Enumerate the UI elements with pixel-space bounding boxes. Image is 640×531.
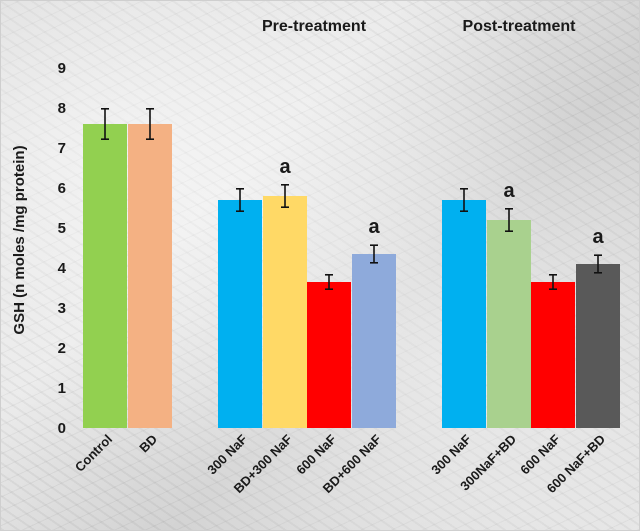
bar: [442, 200, 486, 428]
significance-mark: a: [279, 156, 291, 178]
y-axis-ticks: 0 1 2 3 4 5 6 7 8 9: [58, 60, 67, 437]
error-bars: [101, 108, 602, 291]
category-label: 600 NaF: [293, 431, 339, 477]
category-label: BD: [136, 432, 160, 456]
y-tick-label: 4: [58, 260, 67, 277]
y-tick-label: 9: [58, 60, 66, 77]
y-tick-label: 0: [58, 420, 66, 437]
y-tick-label: 5: [58, 220, 66, 237]
category-label: 300 NaF: [428, 431, 474, 477]
bar: [263, 196, 307, 428]
bar: [531, 282, 575, 428]
bar: [83, 124, 127, 428]
significance-mark: a: [368, 216, 380, 238]
category-label: 600 NaF: [517, 431, 563, 477]
y-tick-label: 1: [58, 380, 66, 397]
bar: [218, 200, 262, 428]
significance-annotations: a a a a: [279, 156, 604, 248]
bar: [487, 220, 531, 428]
bar: [576, 264, 620, 428]
y-tick-label: 7: [58, 140, 66, 157]
y-tick-label: 3: [58, 300, 66, 317]
y-axis-label: GSH (n moles /mg protein): [11, 145, 28, 334]
group-labels: Pre-treatment Post-treatment: [262, 18, 576, 35]
group-label: Pre-treatment: [262, 18, 367, 35]
bar: [352, 254, 396, 428]
bar: [128, 124, 172, 428]
y-axis-label-group: GSH (n moles /mg protein): [11, 145, 28, 334]
y-tick-label: 2: [58, 340, 66, 357]
significance-mark: a: [503, 180, 515, 202]
bar: [307, 282, 351, 428]
category-label: 300 NaF: [204, 431, 250, 477]
bars: [83, 124, 620, 428]
group-label: Post-treatment: [463, 18, 577, 35]
y-tick-label: 8: [58, 100, 66, 117]
significance-mark: a: [592, 226, 604, 248]
y-tick-label: 6: [58, 180, 66, 197]
category-label: Control: [72, 432, 115, 475]
